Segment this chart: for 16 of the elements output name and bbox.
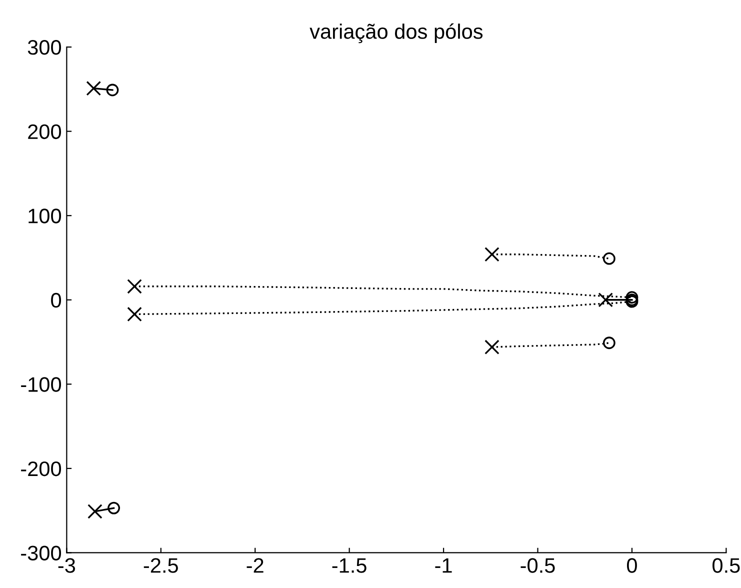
x-tick-label: 0 [626, 558, 637, 573]
chart-title: variação dos pólos [310, 23, 483, 44]
x-tick-label: -2.5 [144, 558, 178, 573]
y-tick-label: -300 [21, 546, 62, 560]
x-tick-label: -1 [435, 558, 452, 573]
x-tick-label: 0.5 [712, 558, 740, 573]
x-tick-label: -2 [246, 558, 264, 573]
y-tick-label: 300 [28, 40, 62, 55]
x-tick-label: -1.5 [332, 558, 366, 573]
x-tick-label: -0.5 [520, 558, 555, 573]
x-tick-label: -3 [58, 558, 76, 573]
y-tick-label: -100 [21, 377, 62, 392]
y-tick-label: 200 [28, 124, 62, 140]
y-tick-label: 100 [28, 208, 62, 224]
y-tick-label: 0 [51, 292, 62, 308]
y-tick-label: -200 [21, 461, 62, 476]
